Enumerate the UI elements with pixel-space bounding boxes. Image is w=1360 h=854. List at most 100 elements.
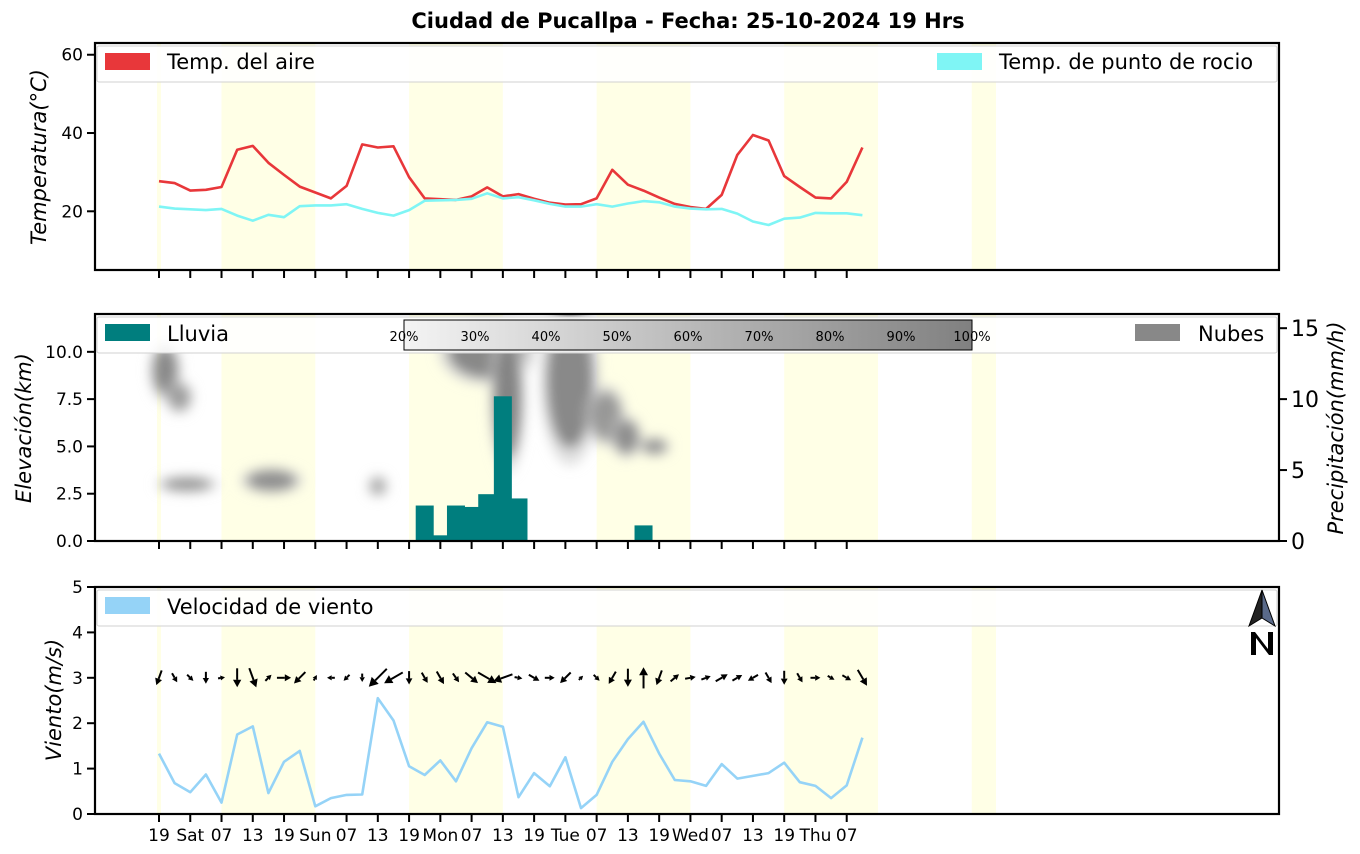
wind-arrow-head <box>655 677 663 686</box>
wind-arrow-shaft <box>856 669 865 680</box>
wind-arrow-shaft <box>157 670 163 680</box>
dew-point-line <box>158 192 863 227</box>
wind-arrow-head <box>359 677 365 682</box>
wind-arrow-shaft <box>420 672 426 679</box>
wind-arrow-head <box>560 676 568 684</box>
wind-arrow <box>294 671 307 684</box>
wind-arrow <box>796 672 803 683</box>
wind-arrow-shaft <box>500 673 513 680</box>
y-ticks-temperature: 20 40 60 <box>61 46 95 222</box>
x-tick-label: 19 <box>148 826 170 846</box>
wind-arrow <box>810 674 821 681</box>
wind-arrow <box>608 671 617 684</box>
air-temperature-line <box>158 133 864 211</box>
rain-bar <box>493 396 512 541</box>
wind-arrow <box>343 674 351 681</box>
wind-arrow-head <box>780 678 788 685</box>
wind-arrow-head <box>747 675 755 681</box>
wind-arrow-shaft <box>684 676 691 680</box>
precipitation-axis-label: Precipitación(mm/h) <box>1324 321 1348 534</box>
legend-label-clouds: Nubes <box>1198 322 1264 346</box>
wind-arrow <box>856 669 867 686</box>
wind-arrow-shaft <box>669 677 676 683</box>
wind-arrow <box>384 671 404 684</box>
x-tick-label: 07 <box>836 826 858 846</box>
wind-arrow-head <box>422 676 428 683</box>
wind-arrow-shaft <box>752 674 759 679</box>
y-tick-label: 60 <box>61 46 83 66</box>
wind-arrow <box>368 668 388 687</box>
colorbar-label: 100% <box>953 330 990 345</box>
wind-arrow-head <box>294 676 302 684</box>
wind-arrow-shaft <box>452 672 457 679</box>
wind-arrow <box>248 667 258 688</box>
colorbar-label: 80% <box>816 330 845 345</box>
rain-bar <box>462 506 481 541</box>
legend-label-wind-speed: Velocidad de viento <box>167 595 373 619</box>
y-tick-label: 0.0 <box>56 532 83 552</box>
colorbar-label: 70% <box>745 330 774 345</box>
wind-arrow-head <box>284 674 292 682</box>
x-tick-label: 19 <box>398 826 420 846</box>
wind-speed-line <box>157 696 864 810</box>
wind-arrow <box>578 675 584 681</box>
colorbar-label: 60% <box>674 330 703 345</box>
x-tick-label: 13 <box>367 826 389 846</box>
wind-arrow-head <box>845 675 852 681</box>
wind-arrow-head <box>672 674 679 681</box>
wind-arrow <box>684 674 696 681</box>
colorbar-label: 20% <box>390 330 419 345</box>
wind-arrow <box>780 670 788 685</box>
colorbar-label: 30% <box>461 330 490 345</box>
colorbar-label: 40% <box>532 330 561 345</box>
daylight-band <box>157 587 161 814</box>
wind-arrow <box>276 674 292 682</box>
x-tick-label: 19 <box>523 826 545 846</box>
cloud-colorbar-gradient <box>403 319 973 351</box>
wind-arrow-head <box>766 676 772 684</box>
wind-arrow <box>405 671 413 685</box>
wind-arrow-head <box>405 678 413 685</box>
colorbar-label: 50% <box>603 330 632 345</box>
rain-bar <box>509 498 528 541</box>
y-tick-label: 0 <box>72 805 83 825</box>
wind-arrow <box>639 667 648 689</box>
wind-axis-label: Viento(m/s) <box>42 639 66 761</box>
wind-arrow-head <box>549 674 555 681</box>
wind-arrow-head <box>155 677 162 686</box>
wind-arrow-head <box>639 667 648 676</box>
x-tick-label: 19 <box>648 826 670 846</box>
wind-legend: Velocidad de viento <box>96 589 1278 627</box>
legend-label-rain: Lluvia <box>167 322 229 346</box>
wind-arrow-head <box>437 676 444 685</box>
x-tick-label: 07 <box>336 826 358 846</box>
wind-arrow-shaft <box>477 671 490 680</box>
legend-swatch-air-temperature <box>105 53 150 70</box>
x-tick-label: 13 <box>742 826 764 846</box>
wind-arrow-shaft <box>563 671 572 680</box>
wind-arrow-shaft <box>764 672 770 679</box>
wind-arrow-head <box>608 676 615 684</box>
wind-arrow-head <box>859 677 867 686</box>
wind-arrow <box>435 671 444 685</box>
colorbar-label: 90% <box>887 330 916 345</box>
x-tick-label: Tue <box>550 826 580 846</box>
y-tick-label: 4 <box>72 623 83 643</box>
wind-arrow-shaft <box>731 676 738 682</box>
legend-label-dew-point: Temp. de punto de rocio <box>998 50 1253 74</box>
wind-arrow-head <box>735 675 743 681</box>
wind-arrow <box>701 675 711 681</box>
y-tick-label: 2 <box>72 714 83 734</box>
y-tick-label: 5.0 <box>56 437 83 457</box>
x-axis-ticks: 19 Sat 07 13 19 Sun 07 13 19 Mon 07 13 19 Tue 07 13 19 We… <box>148 270 858 846</box>
y-ticks-elevation: 0.0 2.5 5.0 7.5 10.0 <box>45 343 95 552</box>
wind-arrow <box>560 671 572 684</box>
legend-label-air-temperature: Temp. del aire <box>166 50 315 74</box>
wind-arrow-head <box>815 674 821 681</box>
cloud-core <box>168 383 191 411</box>
y-tick-label: 10 <box>1291 388 1319 413</box>
wind-arrow-head <box>470 675 478 684</box>
wind-arrow-shaft <box>248 667 255 681</box>
wind-arrow <box>233 668 242 688</box>
x-tick-label: Thu <box>798 826 831 846</box>
